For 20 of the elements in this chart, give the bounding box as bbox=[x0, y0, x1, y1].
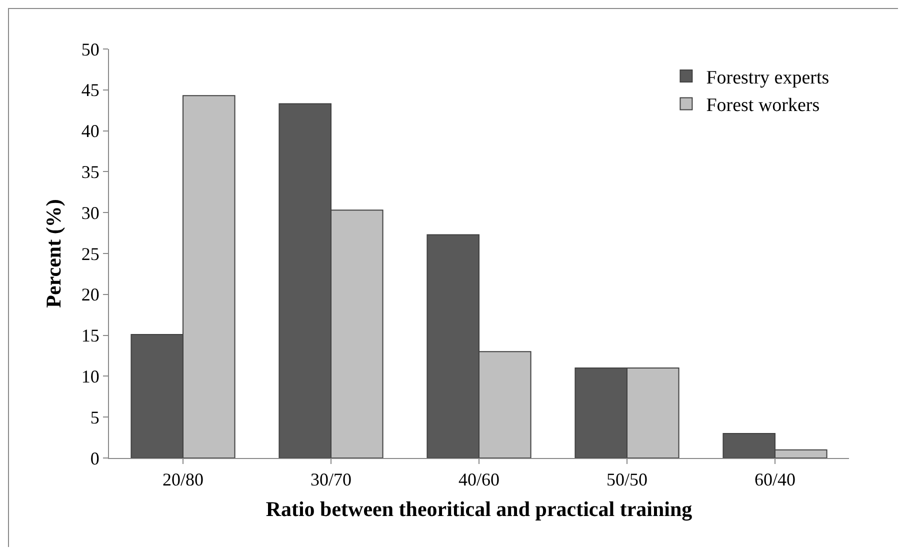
y-tick-label: 15 bbox=[81, 326, 100, 346]
x-tick-label: 20/80 bbox=[162, 470, 204, 490]
y-tick-label: 45 bbox=[81, 80, 100, 100]
y-tick-label: 50 bbox=[81, 39, 100, 60]
legend-label: Forestry experts bbox=[706, 67, 830, 88]
x-tick-label: 30/70 bbox=[310, 470, 352, 490]
legend-label: Forest workers bbox=[706, 95, 820, 116]
y-tick-label: 10 bbox=[81, 366, 100, 386]
y-tick-label: 5 bbox=[90, 407, 100, 428]
y-tick-label: 30 bbox=[81, 202, 100, 223]
x-axis-title: Ratio between theoritical and practical training bbox=[266, 496, 693, 521]
y-tick-label: 40 bbox=[81, 121, 100, 142]
y-tick-label: 0 bbox=[90, 448, 100, 468]
y-axis-title: Percent (%) bbox=[42, 199, 66, 308]
x-tick-label: 40/60 bbox=[458, 470, 500, 490]
y-tick-label: 25 bbox=[81, 244, 100, 264]
x-tick-label: 50/50 bbox=[606, 470, 648, 490]
y-tick-label: 35 bbox=[81, 162, 100, 182]
x-tick-label: 60/40 bbox=[754, 470, 796, 490]
y-tick-label: 20 bbox=[81, 284, 100, 305]
